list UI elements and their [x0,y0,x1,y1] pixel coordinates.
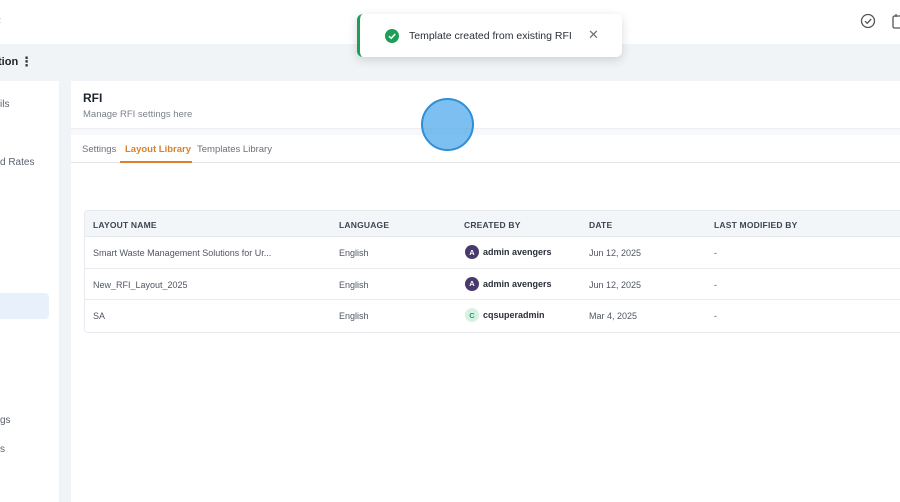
created-by-cell: C cqsuperadmin [465,308,545,322]
created-by-cell: A admin avengers [465,245,552,259]
tab-bar: Settings Layout Library Templates Librar… [71,135,900,163]
sidebar-item-settings[interactable]: gs [0,415,11,426]
layout-table: LAYOUT NAME LANGUAGE CREATED BY DATE LAS… [84,210,900,333]
active-tab-indicator [120,161,192,163]
table-row[interactable]: SA English C cqsuperadmin Mar 4, 2025 - [85,300,900,332]
user-name: admin avengers [483,278,552,289]
rfi-header: RFI Manage RFI settings here [71,81,900,129]
tab-templates-library[interactable]: Templates Library [197,144,272,155]
page-title: RFI [83,91,103,105]
sidebar-item-rates[interactable]: d Rates [0,157,35,168]
avatar: A [465,276,479,291]
date-cell: Mar 4, 2025 [589,311,638,321]
column-header-layout-name[interactable]: LAYOUT NAME [93,220,157,230]
date-cell: Jun 12, 2025 [589,279,642,290]
table-row[interactable]: New_RFI_Layout_2025 English A admin aven… [85,268,900,300]
table-header: LAYOUT NAME LANGUAGE CREATED BY DATE LAS… [85,211,900,237]
left-sidebar: ils d Rates gs s [0,81,60,502]
layout-name-cell[interactable]: Smart Waste Management Solutions for Ur.… [93,248,272,258]
avatar: C [465,308,479,322]
back-icon[interactable]: ‹ [0,13,1,27]
date-cell: Jun 12, 2025 [589,248,642,258]
check-circle-icon[interactable] [860,13,876,29]
calendar-icon[interactable] [892,13,900,29]
toast-message: Template created from existing RFI [409,30,572,42]
layout-name-cell[interactable]: SA [93,311,106,321]
layout-name-cell[interactable]: New_RFI_Layout_2025 [93,279,188,290]
language-cell: English [339,311,369,321]
sidebar-item-active[interactable] [0,293,49,319]
avatar: A [465,245,479,259]
column-header-last-modified-by[interactable]: LAST MODIFIED BY [714,220,798,230]
page-section-title: tion [0,56,19,68]
sidebar-item-other[interactable]: s [0,444,5,455]
column-header-language[interactable]: LANGUAGE [339,220,390,230]
language-cell: English [339,279,369,290]
column-header-created-by[interactable]: CREATED BY [464,220,521,230]
close-icon[interactable]: ✕ [588,27,599,42]
page-subtitle: Manage RFI settings here [83,109,193,120]
tab-settings[interactable]: Settings [82,144,117,155]
main-content: RFI Manage RFI settings here Settings La… [71,81,900,502]
column-header-date[interactable]: DATE [589,220,613,230]
more-options-icon[interactable]: ⋮ [20,54,33,69]
last-modified-cell: - [714,248,717,258]
user-name: admin avengers [483,247,552,257]
success-check-icon [385,29,399,43]
layout-gutter [60,81,71,502]
user-name: cqsuperadmin [483,310,545,320]
sidebar-item-details[interactable]: ils [0,99,10,110]
click-indicator [421,98,474,151]
language-cell: English [339,248,369,258]
last-modified-cell: - [714,311,717,321]
success-toast: Template created from existing RFI ✕ [357,14,622,57]
last-modified-cell: - [714,279,717,290]
table-row[interactable]: Smart Waste Management Solutions for Ur.… [85,237,900,269]
tab-layout-library[interactable]: Layout Library [125,144,191,155]
created-by-cell: A admin avengers [465,276,552,291]
